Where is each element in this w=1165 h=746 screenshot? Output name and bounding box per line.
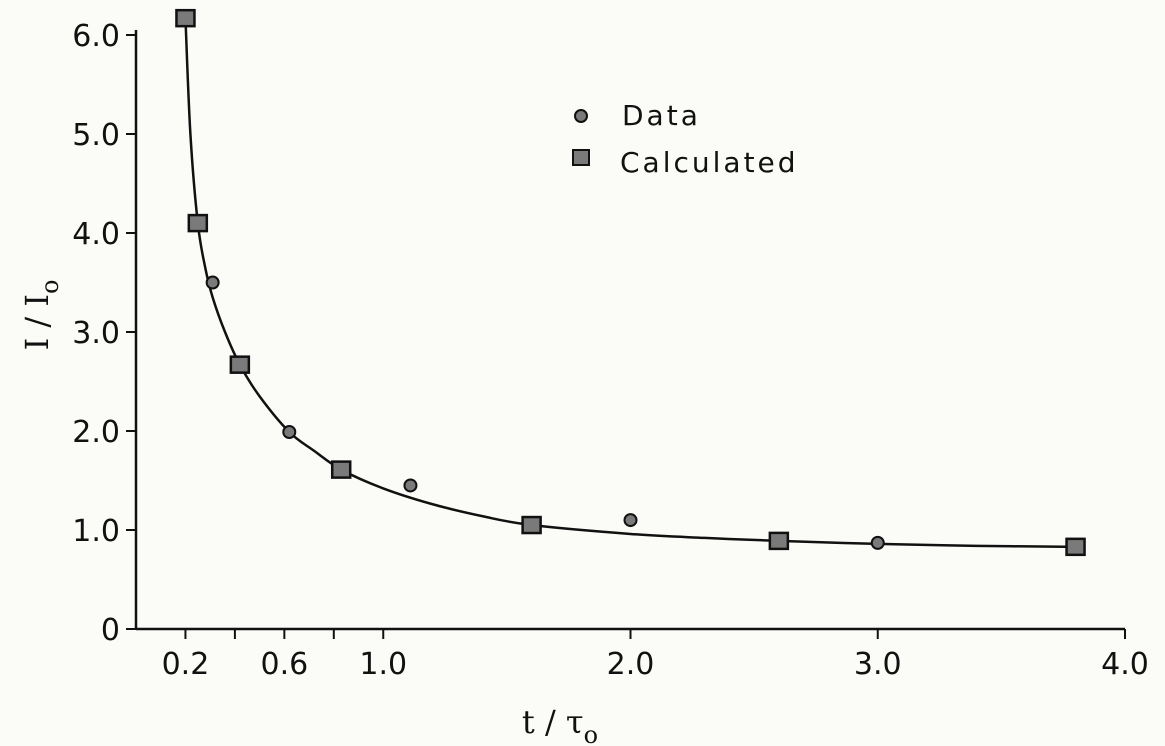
x-tick-label: 1.0 [359, 647, 407, 682]
calculated-point [175, 8, 196, 28]
x-tick-label: 0.2 [162, 647, 210, 682]
calculated-point [1065, 537, 1086, 557]
calculated-point [187, 213, 209, 233]
y-tick-label: 1.0 [72, 514, 120, 549]
data-point [282, 424, 297, 439]
data-point [623, 513, 638, 528]
x-tick-label: 0.6 [260, 647, 308, 682]
legend-data-label: Data [622, 99, 701, 132]
y-tick-label: 0 [101, 613, 120, 648]
calculated-point [521, 515, 542, 535]
fit-curve [184, 18, 1076, 549]
y-axis-ticks: 0 1.0 2.0 3.0 4.0 5.0 6.0 [72, 19, 136, 648]
x-axis-label: t / τo [522, 703, 598, 746]
calculated-point [229, 355, 251, 374]
x-tick-label: 2.0 [607, 647, 655, 682]
data-point [870, 535, 885, 550]
fit-curve-layer [184, 18, 1076, 549]
y-tick-label: 4.0 [72, 217, 120, 252]
y-tick-label: 6.0 [72, 19, 120, 54]
data-point [205, 275, 220, 290]
y-tick-label: 5.0 [72, 118, 120, 153]
marker-layer [175, 8, 1086, 557]
x-tick-label: 3.0 [854, 647, 902, 682]
y-axis-label: I / Io [18, 280, 64, 351]
legend: Data Calculated [572, 99, 799, 179]
y-tick-label: 2.0 [72, 415, 120, 450]
data-point [403, 478, 418, 493]
x-tick-label: 4.0 [1101, 647, 1149, 682]
calculated-point [768, 531, 790, 551]
calculated-point [330, 460, 352, 479]
legend-calculated-label: Calculated [620, 146, 799, 179]
legend-calculated-marker [572, 149, 590, 166]
legend-data-marker [574, 109, 588, 123]
y-tick-label: 3.0 [72, 316, 120, 351]
x-axis-ticks: 0.2 0.6 1.0 2.0 3.0 4.0 [162, 629, 1149, 682]
